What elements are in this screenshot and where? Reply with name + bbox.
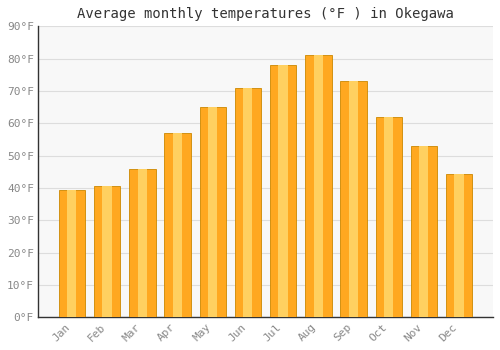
Bar xyxy=(173,133,182,317)
Bar xyxy=(340,81,367,317)
Bar xyxy=(376,117,402,317)
Bar xyxy=(235,88,261,317)
Bar xyxy=(270,65,296,317)
Bar xyxy=(200,107,226,317)
Bar xyxy=(314,55,323,317)
Bar xyxy=(164,133,191,317)
Bar xyxy=(278,65,287,317)
Bar xyxy=(102,187,112,317)
Bar xyxy=(446,174,472,317)
Bar xyxy=(411,146,437,317)
Bar xyxy=(349,81,358,317)
Bar xyxy=(129,169,156,317)
Bar xyxy=(59,190,85,317)
Bar xyxy=(305,55,332,317)
Bar xyxy=(138,169,147,317)
Title: Average monthly temperatures (°F ) in Okegawa: Average monthly temperatures (°F ) in Ok… xyxy=(77,7,454,21)
Bar xyxy=(454,174,464,317)
Bar xyxy=(419,146,428,317)
Bar xyxy=(384,117,394,317)
Bar xyxy=(67,190,76,317)
Bar xyxy=(94,187,120,317)
Bar xyxy=(208,107,218,317)
Bar xyxy=(243,88,252,317)
